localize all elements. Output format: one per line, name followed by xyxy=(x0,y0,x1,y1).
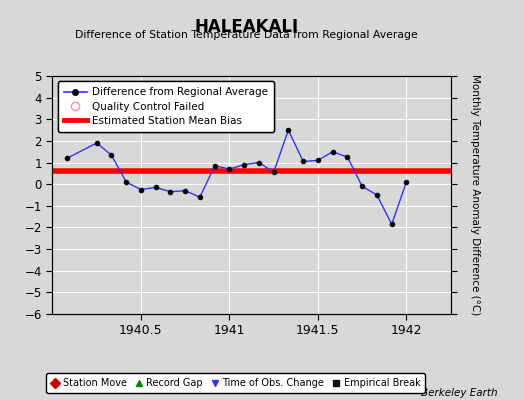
Text: HALEAKALI: HALEAKALI xyxy=(194,18,298,36)
Y-axis label: Monthly Temperature Anomaly Difference (°C): Monthly Temperature Anomaly Difference (… xyxy=(470,74,480,316)
Text: Difference of Station Temperature Data from Regional Average: Difference of Station Temperature Data f… xyxy=(75,30,418,40)
Text: Berkeley Earth: Berkeley Earth xyxy=(421,388,498,398)
Legend: Difference from Regional Average, Quality Control Failed, Estimated Station Mean: Difference from Regional Average, Qualit… xyxy=(58,81,274,132)
Legend: Station Move, Record Gap, Time of Obs. Change, Empirical Break: Station Move, Record Gap, Time of Obs. C… xyxy=(46,374,425,393)
